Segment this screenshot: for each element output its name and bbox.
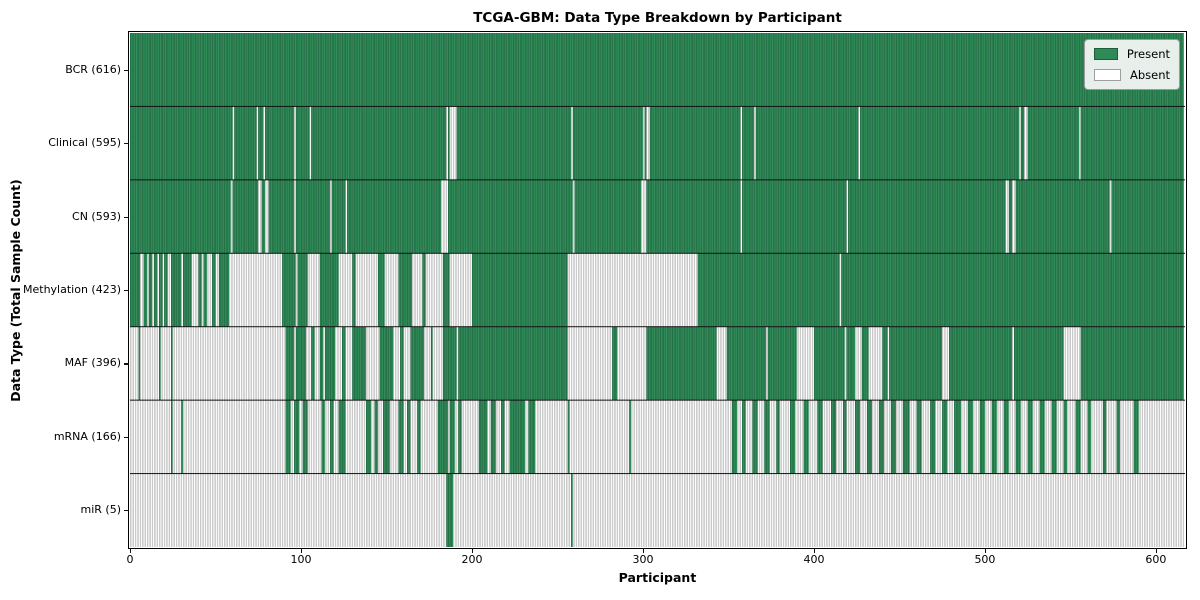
xtick-label-600: 600 [1145, 553, 1167, 566]
x-tick-mark [813, 548, 816, 553]
legend-item-absent: Absent [1094, 68, 1170, 82]
y-tick-mark [124, 143, 129, 145]
xtick-label-0: 0 [126, 553, 134, 566]
x-tick-mark [471, 548, 474, 553]
chart-title: TCGA-GBM: Data Type Breakdown by Partici… [473, 10, 842, 26]
y-tick-mark [124, 290, 129, 292]
legend: Present Absent [1084, 39, 1180, 90]
x-tick-mark [642, 548, 645, 553]
ytick-label-methylation: Methylation (423) [23, 283, 121, 296]
x-tick-mark [300, 548, 303, 553]
legend-item-present: Present [1094, 47, 1170, 61]
x-tick-mark [1155, 548, 1158, 553]
legend-present-label: Present [1126, 47, 1170, 61]
y-tick-mark [124, 510, 129, 512]
present-swatch-icon [1094, 48, 1118, 60]
absent-swatch-icon [1094, 69, 1121, 81]
y-tick-mark [124, 436, 129, 439]
xtick-label-100: 100 [290, 553, 312, 566]
ytick-label-mrna: mRNA (166) [53, 430, 121, 443]
ytick-label-bcr: BCR (616) [65, 63, 121, 76]
ytick-label-clinical: Clinical (595) [48, 136, 121, 149]
xtick-label-200: 200 [461, 553, 483, 566]
x-tick-mark [130, 548, 132, 553]
x-tick-mark [984, 548, 987, 553]
y-tick-mark [124, 363, 129, 365]
ytick-label-maf: MAF (396) [64, 356, 121, 369]
heatmap-canvas [130, 33, 1185, 547]
legend-absent-label: Absent [1129, 68, 1170, 82]
xtick-label-500: 500 [974, 553, 996, 566]
y-tick-mark [124, 69, 129, 71]
ytick-label-cn: CN (593) [72, 210, 121, 223]
x-axis-label: Participant [618, 570, 697, 585]
xtick-label-300: 300 [632, 553, 654, 566]
xtick-label-400: 400 [803, 553, 825, 566]
ytick-label-mir: miR (5) [80, 503, 122, 516]
y-tick-mark [124, 216, 129, 218]
